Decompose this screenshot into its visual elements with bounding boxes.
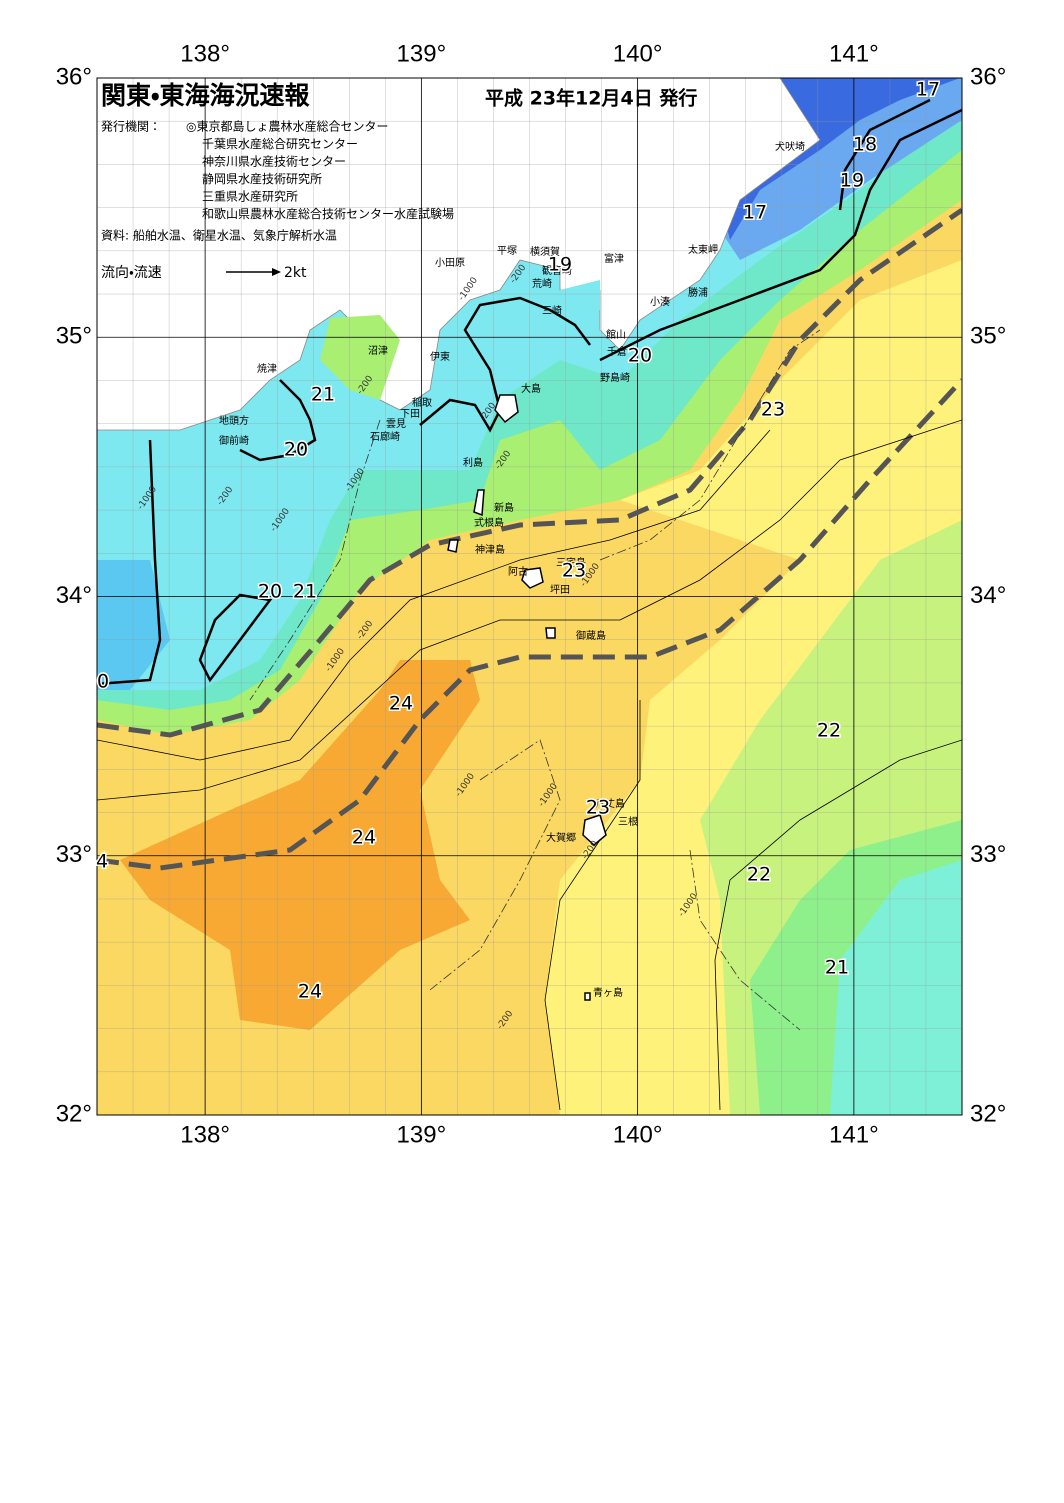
lat-label: 33°	[56, 841, 92, 868]
legend-arrowhead	[272, 268, 281, 276]
place-name: 坪田	[550, 583, 570, 596]
isotherm-label: 17	[743, 202, 767, 224]
isotherm-label: 23	[761, 399, 785, 421]
contours	[97, 98, 962, 1111]
isotherm-label: 21	[825, 957, 849, 979]
publisher: ◎東京都島しょ農林水産総合センター	[186, 119, 388, 134]
place-name: 下田	[400, 409, 420, 420]
place-name: 雲見	[386, 418, 406, 430]
legend-speed: 2kt	[284, 265, 307, 281]
place-name: 荒崎	[532, 277, 552, 290]
isotherm-label: 22	[817, 720, 841, 742]
lat-label: 35°	[56, 323, 92, 350]
place-name: 新島	[494, 501, 514, 514]
place-name: 三宅島	[556, 556, 586, 569]
place-name: 小湊	[650, 295, 670, 308]
issue-date: 平成 23年12月4日 発行	[485, 87, 697, 110]
lon-label: 141°	[829, 1121, 879, 1148]
place-name: 地頭方	[219, 414, 249, 427]
isotherm-label: 19	[840, 170, 864, 192]
lon-label: 141°	[829, 40, 879, 67]
isotherm-label: 18	[853, 134, 877, 156]
place-name: 式根島	[474, 516, 504, 529]
place-name: 大賀郷	[546, 831, 576, 844]
isotherm-label: 19	[548, 254, 572, 276]
isotherm-label: 4	[96, 851, 108, 873]
isotherm-label: 22	[747, 864, 771, 886]
place-name: 御前崎	[219, 434, 249, 447]
isotherm-label: 17	[916, 79, 940, 101]
place-name: 観音崎	[542, 264, 572, 277]
current-axis	[97, 207, 962, 738]
map-frame	[96, 77, 963, 1116]
lon-label: 138°	[180, 40, 230, 67]
publisher: 三重県水産研究所	[202, 190, 298, 204]
place-name: 富津	[604, 252, 624, 265]
lat-label: 33°	[970, 841, 1006, 868]
isotherm-label: 24	[352, 827, 376, 849]
place-name: 大島	[521, 382, 541, 395]
lon-label: 140°	[613, 1121, 663, 1148]
place-name: 平塚	[497, 245, 517, 257]
place-name: 沼津	[368, 344, 388, 357]
place-name: 横須賀	[530, 245, 560, 258]
place-name: 野島崎	[600, 371, 630, 384]
publisher: 静岡県水産技術研究所	[202, 171, 322, 186]
current-axis	[97, 378, 962, 871]
publisher-label: 発行機関：	[101, 120, 161, 134]
lon-label: 139°	[397, 1121, 447, 1148]
place-name: 焼津	[257, 363, 277, 375]
title: 関東・東海海況速報	[101, 81, 311, 110]
isotherm-label: 20	[258, 581, 282, 603]
place-name: 稲取	[412, 397, 432, 409]
place-name: 利島	[463, 456, 483, 469]
isotherm-label: 0	[97, 671, 109, 693]
place-name: 犬吠埼	[775, 140, 805, 153]
place-name: 館山	[606, 328, 626, 341]
lon-label: 138°	[180, 1121, 230, 1148]
isotherm-label: 20	[284, 439, 308, 461]
place-name: 阿古	[508, 565, 528, 578]
place-name: 三崎	[542, 304, 562, 317]
isotherm-label: 20	[628, 345, 652, 367]
place-name: 八丈島	[595, 797, 625, 810]
lat-label: 36°	[56, 63, 92, 90]
place-name: 御蔵島	[576, 629, 606, 642]
isotherm-label: 23	[562, 560, 586, 582]
lat-label: 34°	[56, 582, 92, 609]
place-name: 勝浦	[688, 286, 708, 299]
place-name: 太東岬	[688, 243, 718, 256]
place-name: 石廊崎	[370, 430, 400, 443]
lat-label: 34°	[970, 582, 1006, 609]
place-name: 千倉	[607, 346, 627, 358]
place-name: 伊東	[430, 350, 450, 363]
isotherm-label: 23	[586, 797, 610, 819]
publisher: 千葉県水産総合研究センター	[202, 136, 358, 151]
publisher: 和歌山県農林水産総合技術センター水産試験場	[202, 206, 454, 221]
islands	[447, 394, 607, 1001]
lat-label: 36°	[970, 63, 1006, 90]
place-name: 三根	[618, 815, 638, 828]
header: 関東・東海海況速報 平成 23年12月4日 発行 発行機関： 資料: 船舶水温、…	[101, 81, 697, 281]
isotherm-label: 24	[298, 981, 322, 1003]
graticule	[97, 78, 962, 1115]
place-name: 神津島	[475, 543, 505, 556]
publisher: 神奈川県水産技術センター	[202, 154, 346, 169]
lat-label: 35°	[970, 323, 1006, 350]
place-name: 青ヶ島	[593, 986, 623, 999]
legend-label: 流向・流速	[101, 265, 162, 281]
lon-label: 139°	[397, 40, 447, 67]
isotherm-label: 21	[311, 384, 335, 406]
isotherm-label: 21	[293, 581, 317, 603]
source: 資料: 船舶水温、衛星水温、気象庁解析水温	[101, 228, 337, 243]
lat-label: 32°	[970, 1100, 1006, 1127]
place-name: 小田原	[435, 257, 465, 269]
lat-label: 32°	[56, 1100, 92, 1127]
lon-label: 140°	[613, 40, 663, 67]
isotherm-label: 24	[389, 693, 413, 715]
